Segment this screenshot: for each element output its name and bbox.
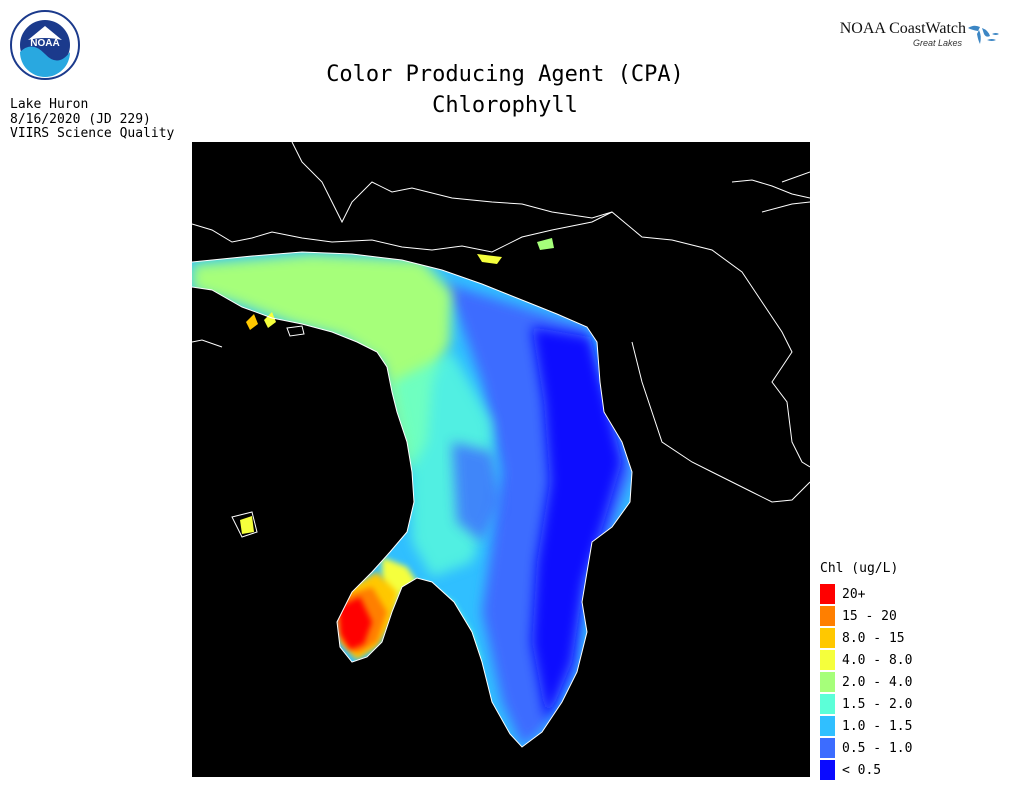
inland-lake-patch bbox=[240, 516, 254, 534]
legend: Chl (ug/L) 20+ 15 - 20 8.0 - 15 4.0 - 8.0 2.… bbox=[820, 561, 912, 781]
legend-label: 20+ bbox=[842, 586, 866, 602]
legend-label: 2.0 - 4.0 bbox=[842, 674, 913, 690]
legend-label: 1.0 - 1.5 bbox=[842, 718, 913, 734]
legend-item: 4.0 - 8.0 bbox=[820, 649, 912, 671]
legend-swatch bbox=[820, 738, 835, 758]
legend-swatch bbox=[820, 584, 835, 604]
island-patch bbox=[264, 312, 276, 328]
great-lakes-icon bbox=[968, 25, 999, 44]
legend-swatch bbox=[820, 716, 835, 736]
legend-swatch bbox=[820, 760, 835, 780]
coastwatch-sub: Great Lakes bbox=[912, 38, 962, 48]
lake-name: Lake Huron bbox=[10, 97, 89, 112]
legend-label: 1.5 - 2.0 bbox=[842, 696, 913, 712]
data-quality: VIIRS Science Quality bbox=[10, 126, 175, 141]
legend-swatch bbox=[820, 606, 835, 626]
image-metadata: Lake Huron 8/16/2020 (JD 229) VIIRS Scie… bbox=[10, 97, 175, 142]
legend-title: Chl (ug/L) bbox=[820, 561, 899, 576]
legend-item: 1.0 - 1.5 bbox=[820, 715, 912, 737]
legend-label: 4.0 - 8.0 bbox=[842, 652, 913, 668]
coastlines bbox=[192, 142, 810, 748]
chlorophyll-map bbox=[192, 142, 810, 777]
legend-item: 8.0 - 15 bbox=[820, 627, 912, 649]
legend-swatch bbox=[820, 650, 835, 670]
coastwatch-branding: NOAA CoastWatch Great Lakes bbox=[840, 20, 966, 48]
legend-item: 2.0 - 4.0 bbox=[820, 671, 912, 693]
svg-text:NOAA: NOAA bbox=[30, 38, 59, 49]
legend-swatch bbox=[820, 694, 835, 714]
page-subtitle: Chlorophyll bbox=[432, 93, 578, 118]
legend-item: < 0.5 bbox=[820, 759, 912, 781]
image-date: 8/16/2020 (JD 229) bbox=[10, 111, 151, 127]
north-channel-patch bbox=[477, 254, 502, 264]
chlorophyll-field bbox=[192, 252, 632, 747]
page-title: Color Producing Agent (CPA) bbox=[326, 62, 684, 87]
legend-item: 0.5 - 1.0 bbox=[820, 737, 912, 759]
legend-label: 15 - 20 bbox=[842, 608, 897, 624]
legend-item: 1.5 - 2.0 bbox=[820, 693, 912, 715]
legend-label: 0.5 - 1.0 bbox=[842, 740, 913, 756]
legend-swatch bbox=[820, 672, 835, 692]
legend-item: 20+ bbox=[820, 583, 912, 605]
legend-item: 15 - 20 bbox=[820, 605, 912, 627]
island-patch bbox=[246, 314, 258, 330]
noaa-logo: NOAA bbox=[10, 10, 80, 80]
legend-swatch bbox=[820, 628, 835, 648]
coastwatch-name: NOAA CoastWatch bbox=[839, 20, 966, 37]
north-channel-patch bbox=[537, 238, 554, 250]
legend-label: 8.0 - 15 bbox=[842, 630, 905, 646]
legend-label: < 0.5 bbox=[842, 762, 882, 778]
